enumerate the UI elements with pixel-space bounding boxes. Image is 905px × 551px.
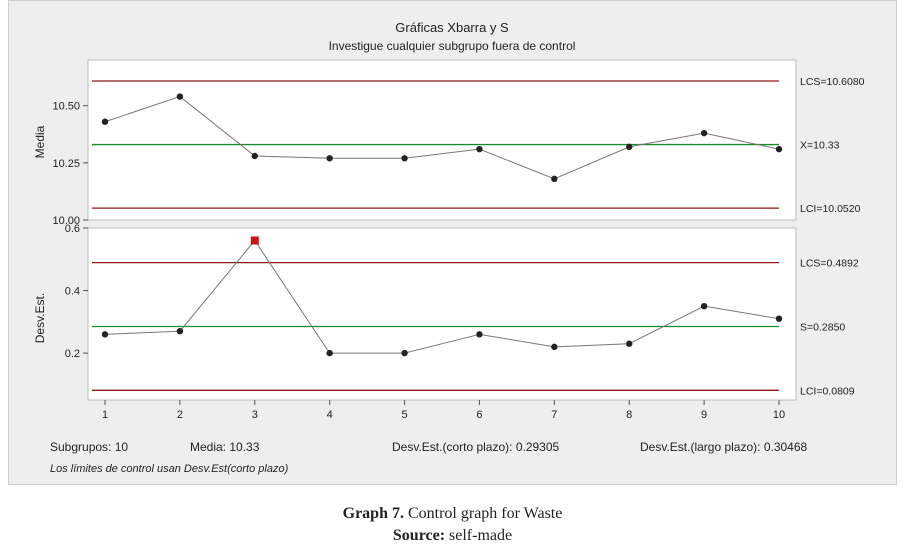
x-tick-label: 3 — [252, 409, 258, 421]
x-tick-label: 8 — [626, 409, 632, 421]
stdev-ucl-label: LCS=0.4892 — [800, 258, 859, 270]
media-lcl-label: LCI=10.0520 — [800, 203, 861, 215]
stdev-plot-area — [87, 227, 797, 401]
caption-source-line: Source: self-made — [0, 527, 905, 545]
stdev-point-out-of-control — [250, 236, 259, 245]
caption-line: Graph 7. Control graph for Waste — [0, 505, 905, 523]
stdev-point — [326, 349, 333, 357]
x-tick-label: 5 — [401, 409, 407, 421]
x-tick-label: 1 — [102, 409, 108, 421]
caption-source-text: self-made — [445, 527, 513, 544]
stdev-ytick-label: 0.2 — [65, 348, 80, 360]
summary-subgroups: Subgrupos: 10 — [50, 440, 128, 454]
stdev-point — [700, 302, 708, 310]
stdev-point — [176, 328, 184, 335]
media-ytick-label: 10.50 — [52, 101, 80, 113]
media-point — [251, 152, 258, 160]
media-point — [401, 155, 408, 162]
stdev-point — [101, 331, 109, 338]
x-tick-label: 4 — [327, 409, 333, 421]
media-point — [775, 145, 783, 153]
summary-stdev-short: Desv.Est.(corto plazo): 0.29305 — [392, 440, 560, 454]
media-axis-label: Media — [33, 125, 47, 158]
stdev-point — [401, 349, 408, 357]
media-point — [176, 93, 184, 100]
caption-graph-text: Control graph for Waste — [403, 505, 563, 522]
media-ucl-label: LCS=10.6080 — [800, 76, 865, 88]
summary-mean: Media: 10.33 — [190, 440, 260, 454]
x-tick-label: 6 — [476, 409, 482, 421]
media-center-label: X=10.33 — [800, 140, 840, 152]
chart-title: Gráficas Xbarra y S — [395, 20, 509, 35]
stdev-axis-label: Desv.Est. — [33, 293, 47, 343]
x-tick-label: 2 — [177, 409, 183, 421]
x-tick-label: 10 — [773, 409, 785, 421]
stdev-lcl-label: LCI=0.0809 — [800, 385, 855, 397]
stdev-ytick-label: 0.6 — [65, 223, 80, 235]
stdev-point — [775, 315, 783, 322]
stdev-point — [476, 331, 483, 338]
stdev-ytick-label: 0.4 — [65, 286, 80, 298]
x-tick-label: 7 — [551, 409, 557, 421]
control-chart: Gráficas Xbarra y S Investigue cualquier… — [33, 20, 865, 475]
stdev-point — [626, 340, 633, 347]
caption-source-label: Source: — [392, 527, 446, 544]
media-point — [476, 145, 483, 153]
chart-subtitle: Investigue cualquier subgrupo fuera de c… — [329, 39, 576, 53]
summary-stdev-long: Desv.Est.(largo plazo): 0.30468 — [640, 440, 808, 454]
media-point — [551, 175, 558, 183]
media-point — [326, 155, 333, 162]
media-ytick-label: 10.00 — [52, 215, 80, 227]
stdev-series-line — [104, 239, 780, 354]
stdev-center-label: S=0.2850 — [800, 322, 845, 334]
media-point — [101, 118, 109, 125]
media-point — [700, 129, 708, 137]
media-point — [626, 143, 633, 151]
media-series-line — [104, 96, 780, 180]
summary-note: Los límites de control usan Desv.Est(cor… — [50, 463, 289, 475]
media-ytick-label: 10.25 — [52, 158, 80, 170]
stdev-point — [551, 343, 558, 351]
x-tick-label: 9 — [701, 409, 707, 421]
media-plot-area — [87, 59, 797, 221]
caption-graph-label: Graph 7. — [342, 505, 404, 522]
